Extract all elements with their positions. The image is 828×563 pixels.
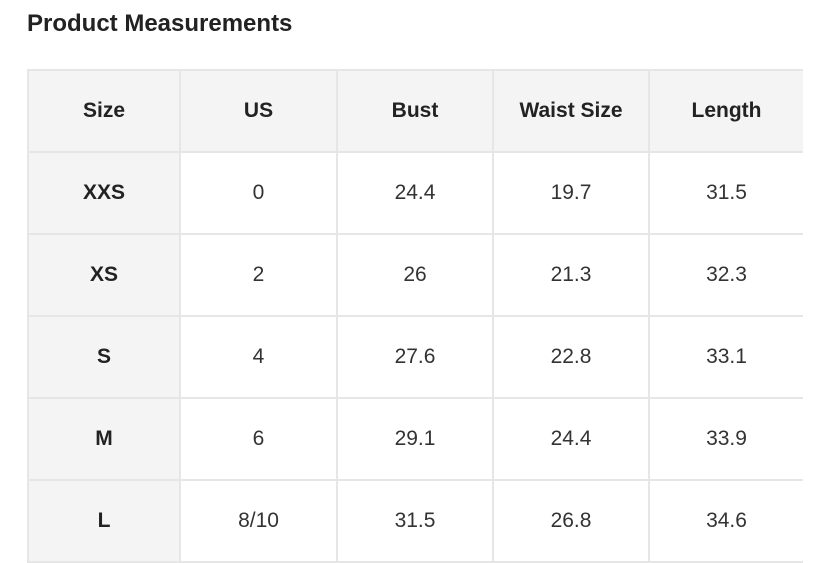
column-header: Waist Size <box>492 69 650 153</box>
column-header: US <box>179 69 338 153</box>
table-cell: 32.3 <box>648 233 803 317</box>
table-cell: 21.3 <box>492 233 650 317</box>
table-cell: 2 <box>179 233 338 317</box>
table-row: M 6 29.1 24.4 33.9 <box>27 397 803 481</box>
size-cell: S <box>27 315 181 399</box>
table-cell: 31.5 <box>336 479 494 563</box>
column-header: Bust <box>336 69 494 153</box>
table-cell: 33.1 <box>648 315 803 399</box>
size-cell: XXS <box>27 151 181 235</box>
size-cell: L <box>27 479 181 563</box>
table-cell: 33.9 <box>648 397 803 481</box>
table-cell: 22.8 <box>492 315 650 399</box>
table-row: S 4 27.6 22.8 33.1 <box>27 315 803 399</box>
table-cell: 26.8 <box>492 479 650 563</box>
table-row: XS 2 26 21.3 32.3 <box>27 233 803 317</box>
column-header: Size <box>27 69 181 153</box>
table-row: XXS 0 24.4 19.7 31.5 <box>27 151 803 235</box>
table-cell: 27.6 <box>336 315 494 399</box>
measurements-table: Size US Bust Waist Size Length XXS 0 24.4 19.7 3… <box>27 69 803 563</box>
table-cell: 24.4 <box>336 151 494 235</box>
table-cell: 24.4 <box>492 397 650 481</box>
table-cell: 0 <box>179 151 338 235</box>
table-cell: 29.1 <box>336 397 494 481</box>
column-header: Length <box>648 69 803 153</box>
page-title: Product Measurements <box>27 10 293 37</box>
table-cell: 8/10 <box>179 479 338 563</box>
table-cell: 26 <box>336 233 494 317</box>
size-cell: XS <box>27 233 181 317</box>
table-row: L 8/10 31.5 26.8 34.6 <box>27 479 803 563</box>
table-cell: 4 <box>179 315 338 399</box>
header-row: Size US Bust Waist Size Length <box>27 69 803 153</box>
table-cell: 6 <box>179 397 338 481</box>
table-cell: 34.6 <box>648 479 803 563</box>
table-cell: 19.7 <box>492 151 650 235</box>
table-cell: 31.5 <box>648 151 803 235</box>
size-cell: M <box>27 397 181 481</box>
